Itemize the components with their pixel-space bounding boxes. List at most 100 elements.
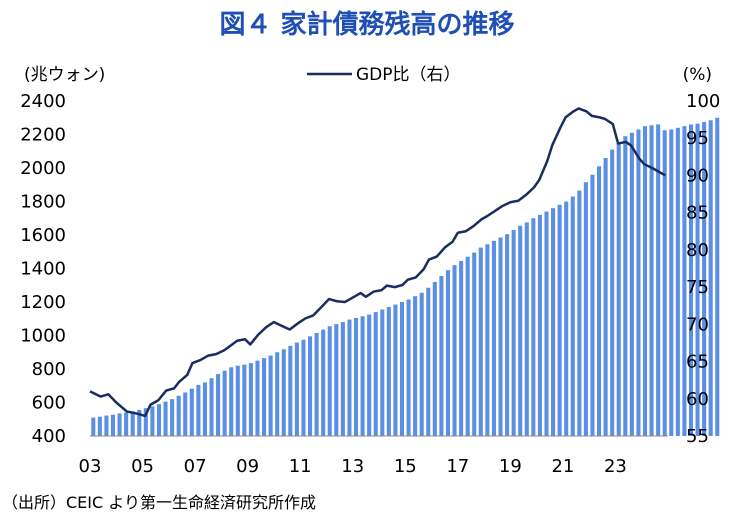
bar: [511, 229, 516, 436]
left-tick-label: 800: [32, 359, 66, 380]
bar: [439, 276, 444, 436]
bar: [91, 417, 96, 436]
bar: [551, 208, 556, 436]
x-tick-label: 19: [499, 456, 522, 477]
right-tick-label: 90: [686, 165, 709, 186]
bar: [262, 358, 267, 436]
bar: [642, 126, 648, 437]
bar: [485, 244, 490, 436]
bar: [196, 384, 201, 436]
bar: [156, 404, 161, 436]
bar: [491, 240, 496, 436]
x-tick-label: 09: [236, 456, 259, 477]
bar: [209, 378, 214, 436]
right-tick-label: 55: [686, 426, 709, 447]
bar: [110, 414, 116, 436]
bar: [170, 399, 175, 436]
bar: [117, 413, 122, 436]
bar: [334, 324, 339, 436]
bar: [616, 142, 621, 437]
bar: [623, 136, 628, 436]
bar: [150, 406, 155, 436]
bar: [465, 256, 470, 436]
bar: [695, 123, 700, 437]
bar: [353, 317, 359, 436]
bar: [314, 332, 319, 436]
bar: [524, 222, 529, 436]
bar: [189, 388, 194, 436]
bar: [472, 252, 477, 436]
bar: [564, 201, 569, 436]
x-tick-label: 15: [394, 456, 417, 477]
bar: [432, 281, 437, 436]
bar: [275, 352, 280, 436]
right-tick-label: 80: [686, 240, 709, 261]
bar: [577, 190, 582, 436]
bar: [570, 196, 575, 436]
right-tick-label: 65: [686, 352, 709, 373]
bar: [367, 314, 372, 436]
bar: [340, 322, 345, 436]
bar: [347, 319, 352, 436]
bar: [130, 411, 135, 436]
bar: [143, 408, 148, 436]
x-tick-label: 23: [604, 456, 627, 477]
bar: [216, 374, 221, 436]
bar: [675, 127, 680, 437]
bar: [498, 237, 503, 436]
x-tick-label: 13: [341, 456, 364, 477]
bar: [301, 339, 306, 436]
bar: [669, 129, 674, 436]
bar: [597, 166, 602, 436]
bar: [163, 401, 168, 436]
bar: [380, 309, 385, 436]
bar: [255, 360, 260, 437]
left-tick-label: 1400: [20, 259, 66, 280]
bar: [629, 132, 634, 436]
bar: [610, 149, 615, 436]
right-axis-unit: (%): [683, 65, 712, 85]
bar: [557, 204, 562, 436]
bar: [518, 225, 523, 436]
bar: [688, 124, 694, 436]
bar: [656, 124, 661, 436]
bar: [406, 299, 411, 436]
bar: [202, 382, 207, 436]
chart-title: 図４ 家計債務残高の推移: [219, 9, 514, 40]
bar: [399, 302, 405, 436]
bar: [248, 363, 253, 436]
bar: [242, 364, 247, 436]
bar: [321, 329, 326, 436]
x-tick-label: 07: [184, 456, 207, 477]
left-tick-label: 2000: [20, 158, 66, 179]
bar: [419, 292, 424, 436]
bar: [649, 125, 654, 436]
bar: [308, 336, 313, 436]
bar: [445, 270, 450, 436]
x-tick-label: 11: [289, 456, 312, 477]
bar: [537, 214, 542, 436]
bar: [176, 395, 181, 436]
bar: [531, 218, 536, 436]
bar: [583, 182, 588, 436]
bar: [97, 416, 102, 436]
bar: [373, 312, 378, 436]
x-tick-label: 05: [131, 456, 154, 477]
x-tick-label: 03: [79, 456, 102, 477]
right-tick-label: 95: [686, 128, 709, 149]
left-tick-label: 1200: [20, 292, 66, 313]
right-tick-label: 75: [686, 277, 709, 298]
bar: [682, 126, 687, 437]
bar: [393, 304, 398, 436]
left-tick-label: 1000: [20, 326, 66, 347]
legend: GDP比（右）: [307, 65, 461, 85]
x-axis-ticks: 03 05 07 09 11 13 15 17 19 21 23: [79, 456, 627, 477]
bar: [590, 174, 595, 436]
gdp-ratio-line: [89, 107, 666, 418]
bar: [288, 345, 293, 436]
bar: [124, 412, 129, 436]
bar: [183, 392, 188, 436]
bar-series: [91, 117, 720, 437]
bar: [281, 349, 286, 436]
